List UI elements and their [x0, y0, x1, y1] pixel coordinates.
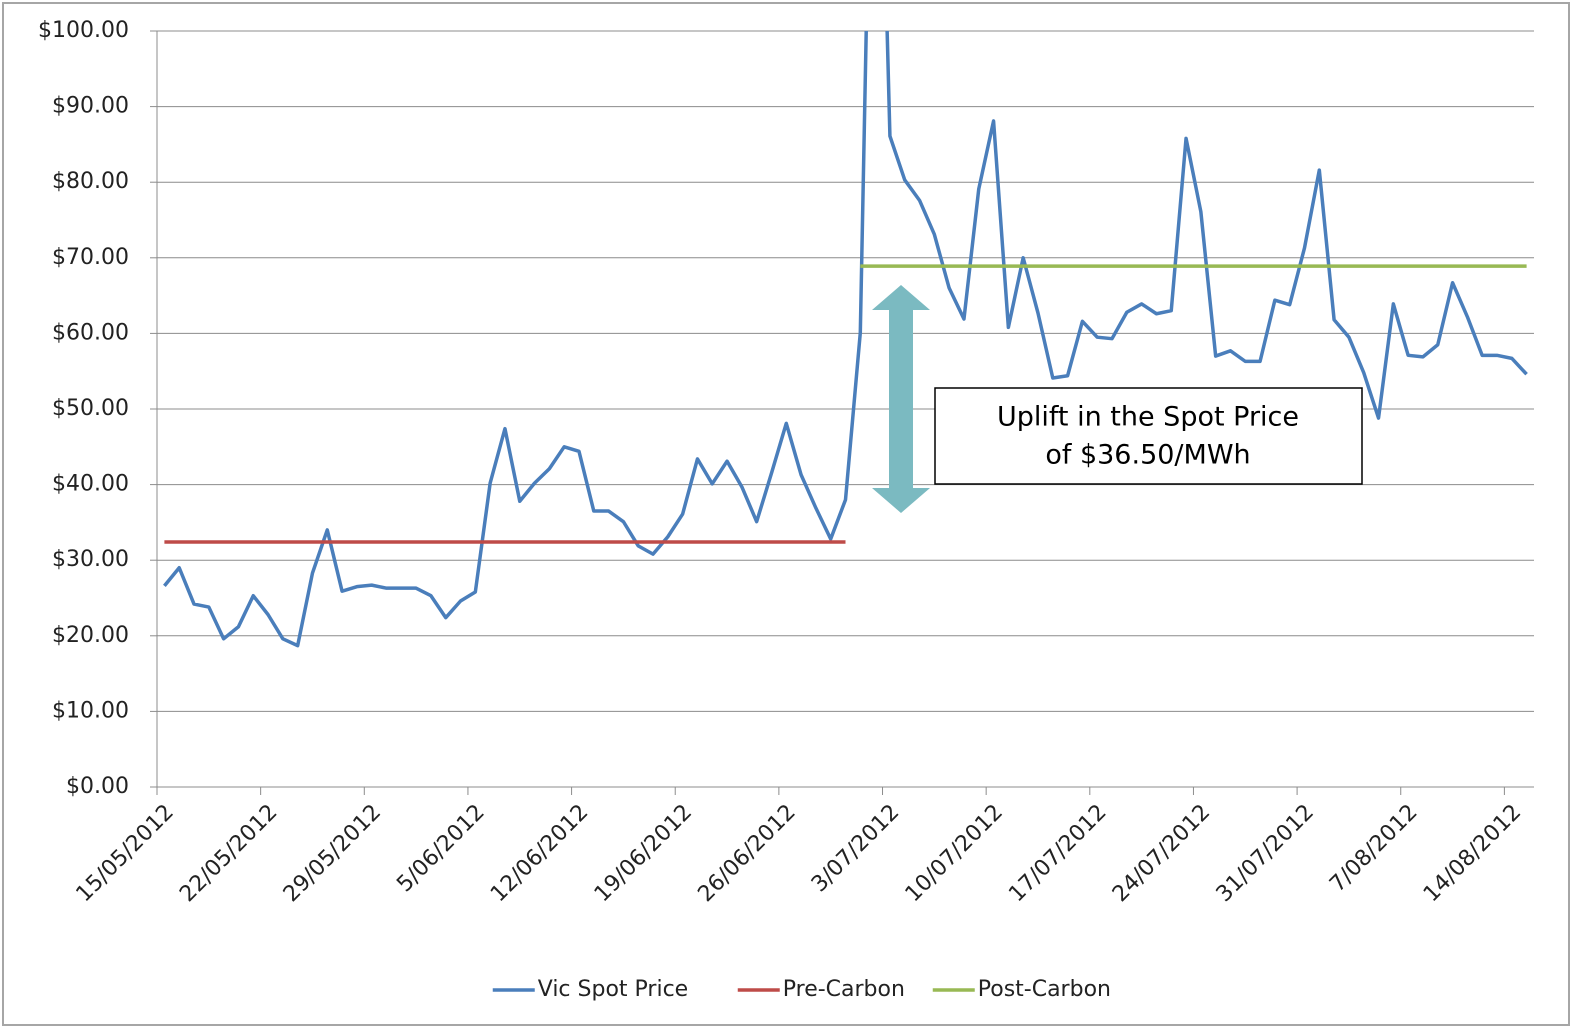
y-tick-label: $30.00 [52, 547, 129, 572]
y-tick-label: $80.00 [52, 169, 129, 194]
legend-label: Pre-Carbon [783, 977, 905, 1002]
y-tick-label: $0.00 [66, 774, 129, 799]
y-tick-label: $20.00 [52, 623, 129, 648]
annotation-line: Uplift in the Spot Price [997, 402, 1299, 433]
y-tick-label: $90.00 [52, 94, 129, 119]
y-tick-label: $100.00 [38, 18, 129, 43]
annotation-box [934, 387, 1363, 485]
y-tick-label: $50.00 [52, 396, 129, 421]
legend-label: Vic Spot Price [538, 977, 688, 1002]
y-tick-label: $60.00 [52, 320, 129, 345]
y-tick-label: $70.00 [52, 245, 129, 270]
plot-area [163, 31, 1528, 648]
y-tick-label: $40.00 [52, 472, 129, 497]
legend-label: Post-Carbon [978, 977, 1111, 1002]
legend: Vic Spot Price Pre-Carbon Post-Carbon [492, 977, 1111, 1002]
y-tick-label: $10.00 [52, 698, 129, 723]
annotation-line: of $36.50/MWh [1045, 440, 1250, 471]
uplift-arrow [872, 285, 930, 513]
